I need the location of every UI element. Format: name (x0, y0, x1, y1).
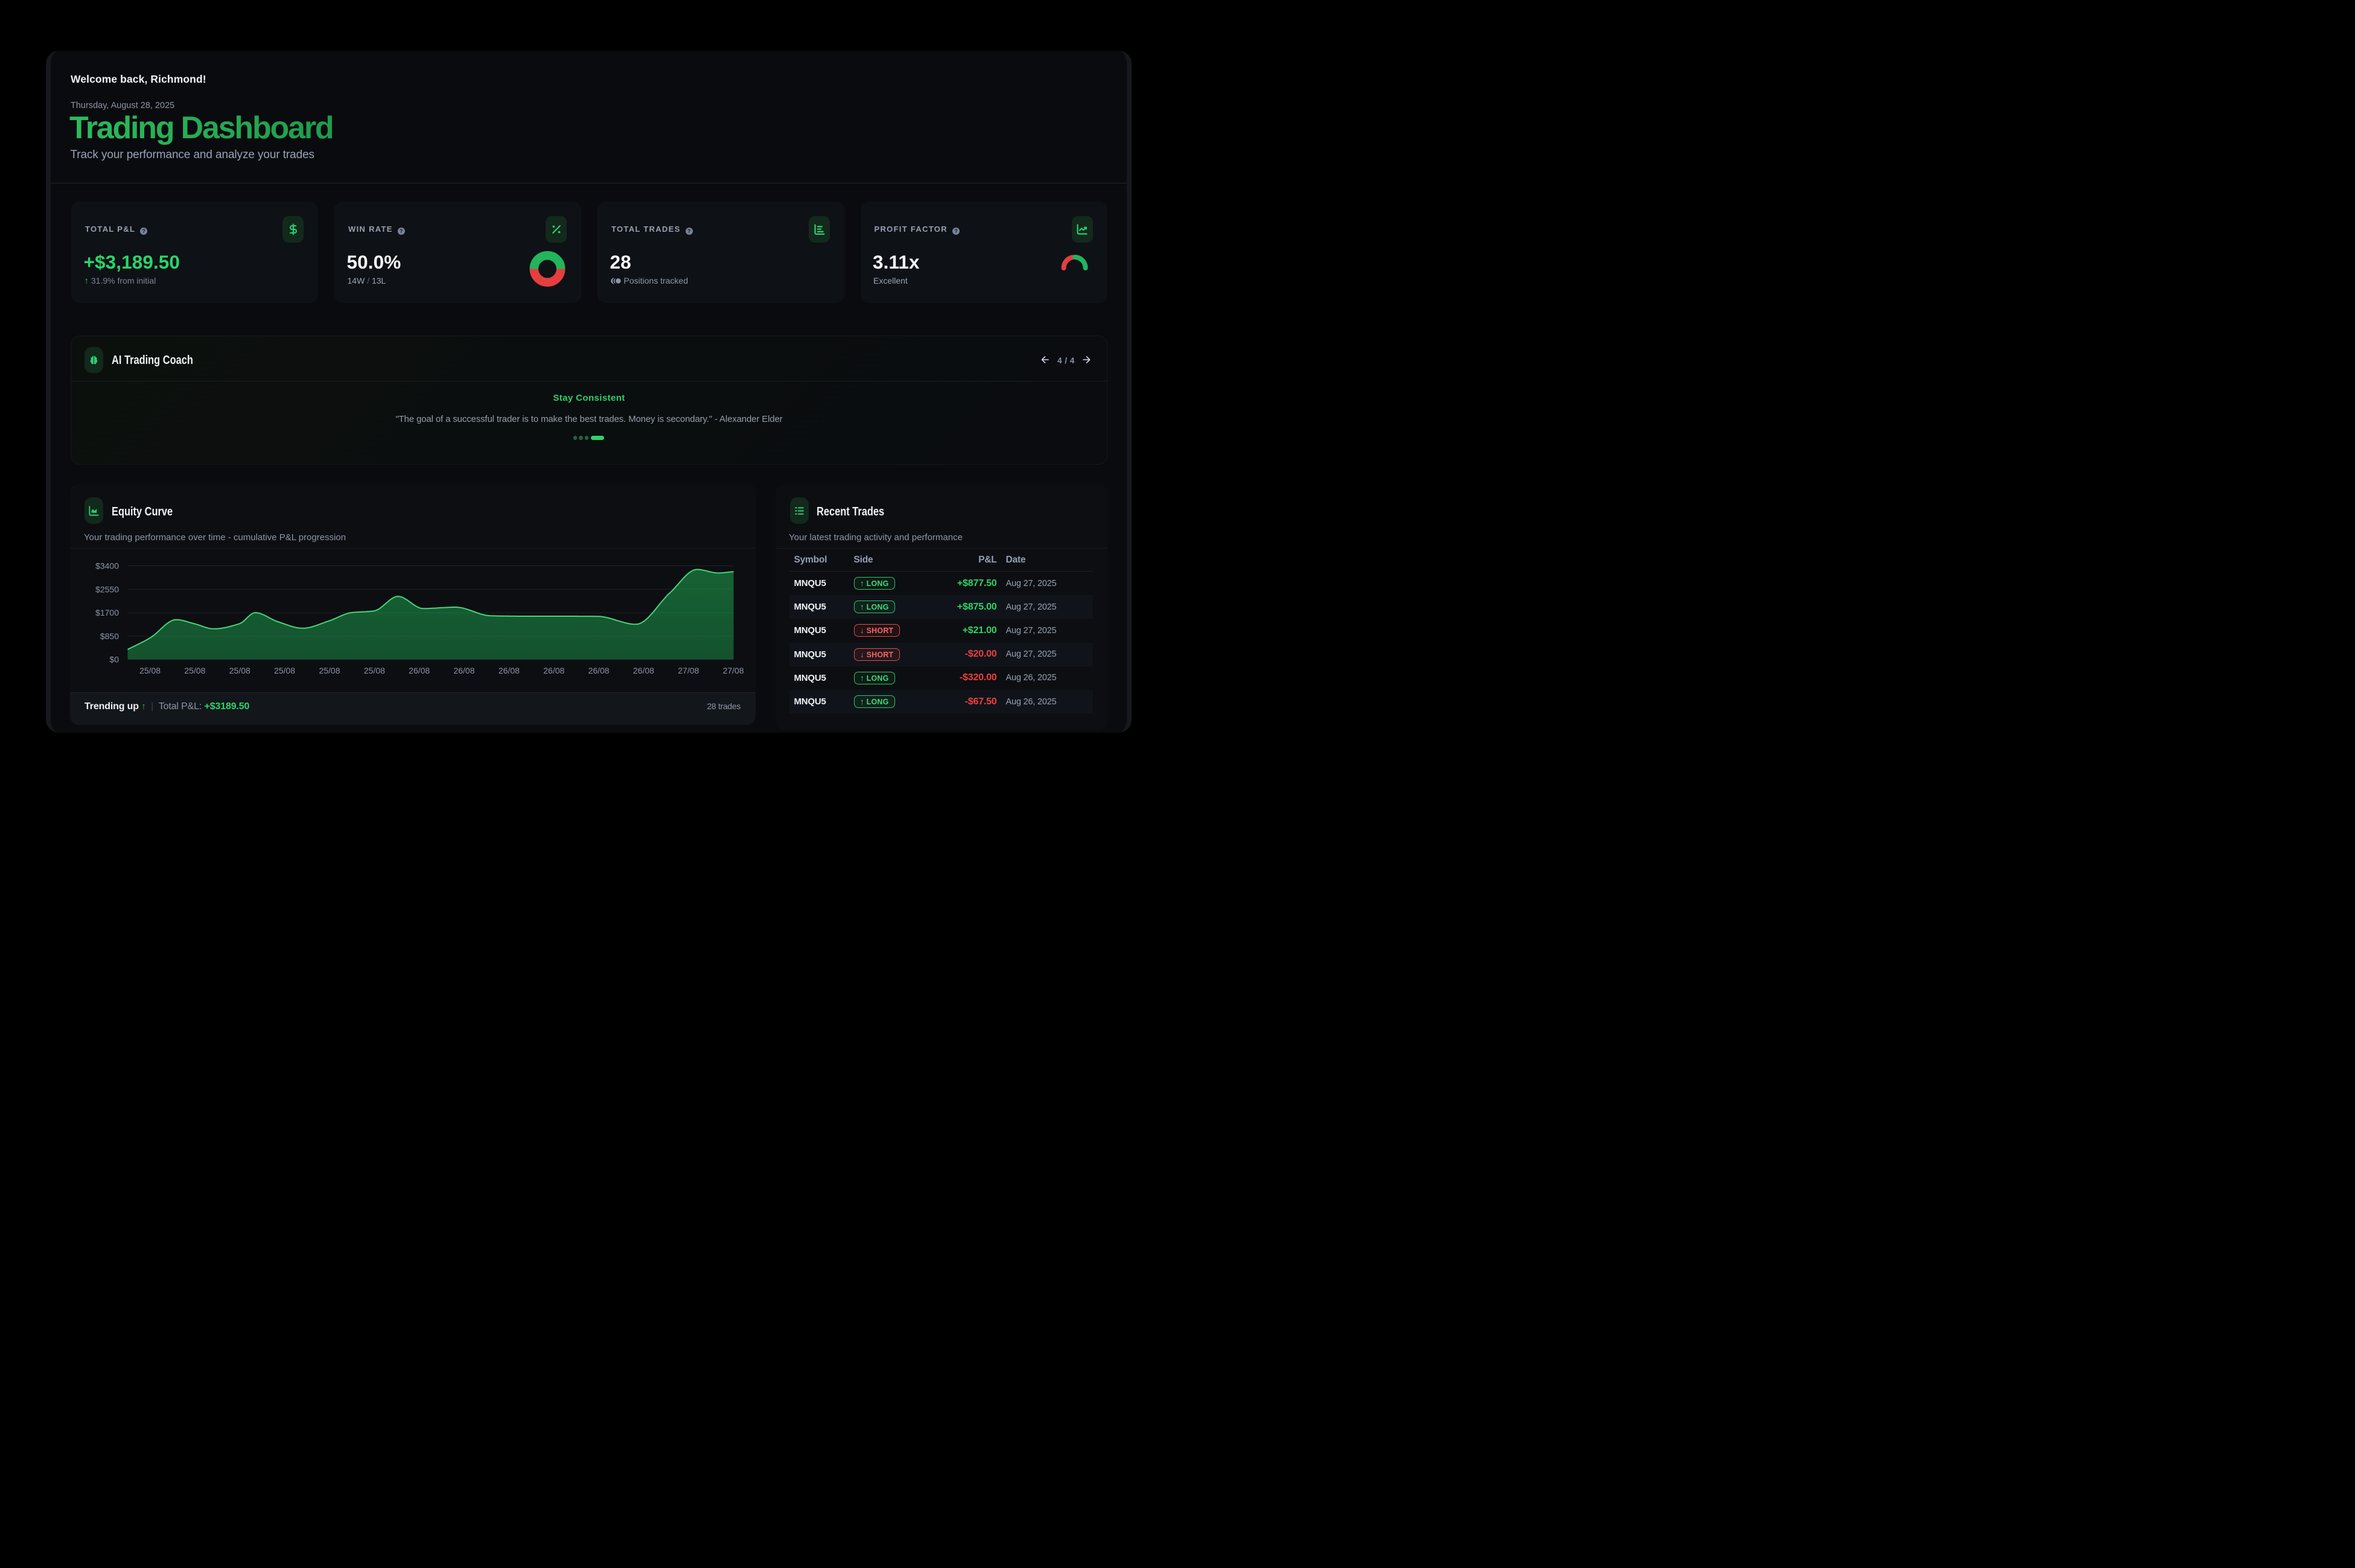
svg-text:$2550: $2550 (95, 584, 119, 594)
svg-text:$1700: $1700 (95, 608, 119, 617)
svg-text:25/08: 25/08 (184, 666, 205, 675)
svg-text:25/08: 25/08 (274, 666, 295, 675)
svg-text:27/08: 27/08 (678, 666, 699, 675)
svg-text:25/08: 25/08 (229, 666, 250, 675)
svg-text:25/08: 25/08 (319, 666, 340, 675)
svg-text:26/08: 26/08 (588, 666, 610, 675)
svg-text:$850: $850 (100, 631, 119, 641)
svg-text:25/08: 25/08 (364, 666, 385, 675)
svg-text:26/08: 26/08 (543, 666, 564, 675)
svg-text:27/08: 27/08 (723, 666, 744, 675)
svg-text:$0: $0 (109, 655, 119, 664)
svg-text:26/08: 26/08 (453, 666, 474, 675)
svg-text:25/08: 25/08 (139, 666, 161, 675)
svg-text:$3400: $3400 (95, 561, 119, 571)
svg-text:26/08: 26/08 (633, 666, 654, 675)
svg-text:26/08: 26/08 (499, 666, 520, 675)
svg-text:26/08: 26/08 (409, 666, 430, 675)
